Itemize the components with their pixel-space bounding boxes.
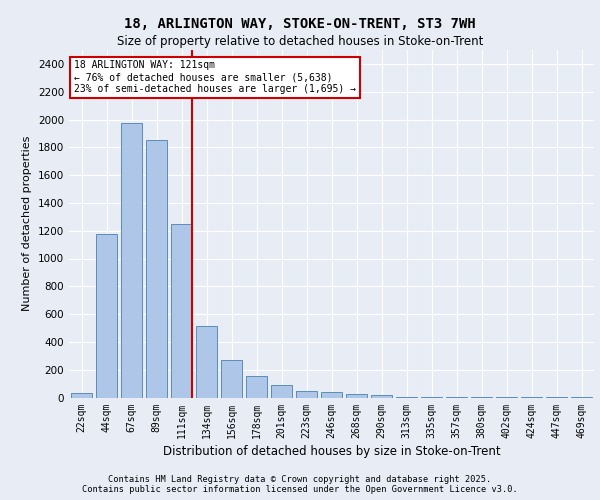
X-axis label: Distribution of detached houses by size in Stoke-on-Trent: Distribution of detached houses by size … (163, 444, 500, 458)
Bar (71, 394, 92, 398)
Text: Size of property relative to detached houses in Stoke-on-Trent: Size of property relative to detached ho… (117, 35, 483, 48)
Text: 18 ARLINGTON WAY: 121sqm
← 76% of detached houses are smaller (5,638)
23% of sem: 18 ARLINGTON WAY: 121sqm ← 76% of detach… (74, 60, 356, 94)
Text: 18, ARLINGTON WAY, STOKE-ON-TRENT, ST3 7WH: 18, ARLINGTON WAY, STOKE-ON-TRENT, ST3 7… (124, 18, 476, 32)
Bar (196, 326, 217, 398)
Text: Contains public sector information licensed under the Open Government Licence v3: Contains public sector information licen… (82, 485, 518, 494)
Bar (371, 396, 392, 398)
Bar (271, 385, 292, 398)
Y-axis label: Number of detached properties: Number of detached properties (22, 136, 32, 312)
Bar (346, 394, 367, 398)
Bar (246, 376, 267, 398)
Text: Contains HM Land Registry data © Crown copyright and database right 2025.: Contains HM Land Registry data © Crown c… (109, 475, 491, 484)
Bar (171, 224, 192, 398)
Bar (296, 390, 317, 398)
Bar (421, 397, 442, 398)
Bar (396, 397, 417, 398)
Bar (146, 140, 167, 398)
Bar (221, 360, 242, 398)
Bar (321, 392, 342, 398)
Bar (121, 123, 142, 398)
Bar (96, 234, 117, 398)
